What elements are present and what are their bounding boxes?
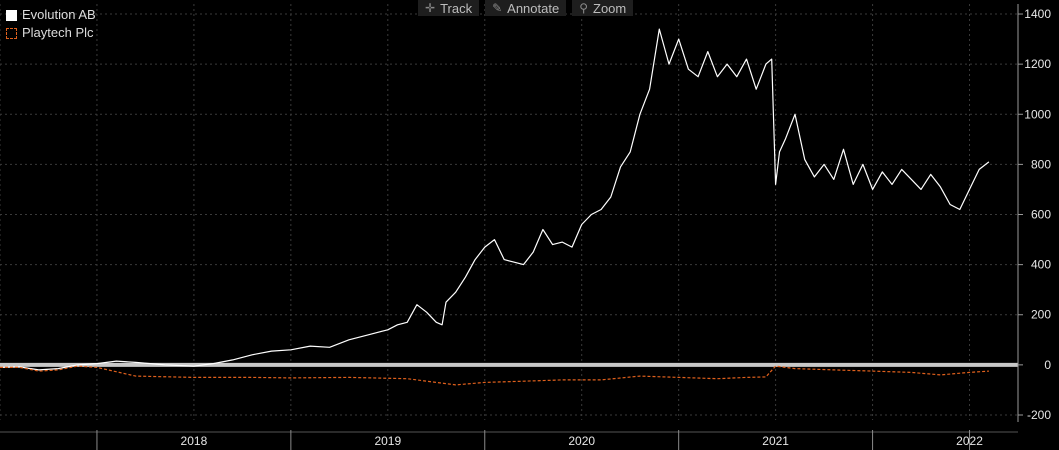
y-axis: -200 0 200 400 600 800 1000 1200 1400 bbox=[1017, 4, 1051, 422]
zoom-label: Zoom bbox=[593, 0, 627, 16]
y-tick-label: -200 bbox=[1027, 408, 1051, 422]
chart-toolbar: ✛ Track ✎ Annotate ⚲ Zoom bbox=[418, 0, 634, 16]
legend-swatch-playtech bbox=[6, 27, 17, 39]
annotate-label: Annotate bbox=[507, 0, 560, 16]
x-axis: 2018 2019 2020 2021 2022 bbox=[0, 430, 1018, 450]
x-tick-label: 2018 bbox=[181, 434, 208, 448]
grid-lines bbox=[0, 4, 1018, 420]
y-tick-label: 600 bbox=[1031, 208, 1051, 222]
x-tick-label: 2019 bbox=[374, 434, 401, 448]
legend-item-playtech[interactable]: Playtech Plc bbox=[6, 24, 96, 42]
y-tick-label: 1200 bbox=[1024, 57, 1051, 71]
crosshair-icon: ✛ bbox=[425, 0, 436, 15]
x-tick-label: 2021 bbox=[762, 434, 789, 448]
track-button[interactable]: ✛ Track bbox=[418, 0, 480, 16]
legend: Evolution AB Playtech Plc bbox=[6, 6, 96, 42]
annotate-button[interactable]: ✎ Annotate bbox=[485, 0, 567, 16]
zoom-button[interactable]: ⚲ Zoom bbox=[572, 0, 634, 16]
x-tick-label: 2022 bbox=[956, 434, 983, 448]
magnifier-icon: ⚲ bbox=[579, 0, 588, 15]
y-tick-label: 800 bbox=[1031, 157, 1051, 171]
y-tick-label: 400 bbox=[1031, 258, 1051, 272]
series-group bbox=[0, 28, 990, 386]
y-tick-label: 0 bbox=[1044, 358, 1051, 372]
x-tick-label: 2020 bbox=[568, 434, 595, 448]
legend-label-evolution: Evolution AB bbox=[22, 7, 96, 22]
y-tick-label: 1400 bbox=[1024, 7, 1051, 21]
y-tick-label: 1000 bbox=[1024, 107, 1051, 121]
pencil-icon: ✎ bbox=[492, 0, 503, 15]
legend-label-playtech: Playtech Plc bbox=[22, 25, 94, 40]
series-line-playtech bbox=[0, 365, 989, 386]
legend-item-evolution[interactable]: Evolution AB bbox=[6, 6, 96, 24]
series-line-evolution bbox=[0, 28, 990, 371]
track-label: Track bbox=[440, 0, 473, 16]
legend-swatch-evolution bbox=[6, 9, 17, 21]
y-tick-label: 200 bbox=[1031, 308, 1051, 322]
